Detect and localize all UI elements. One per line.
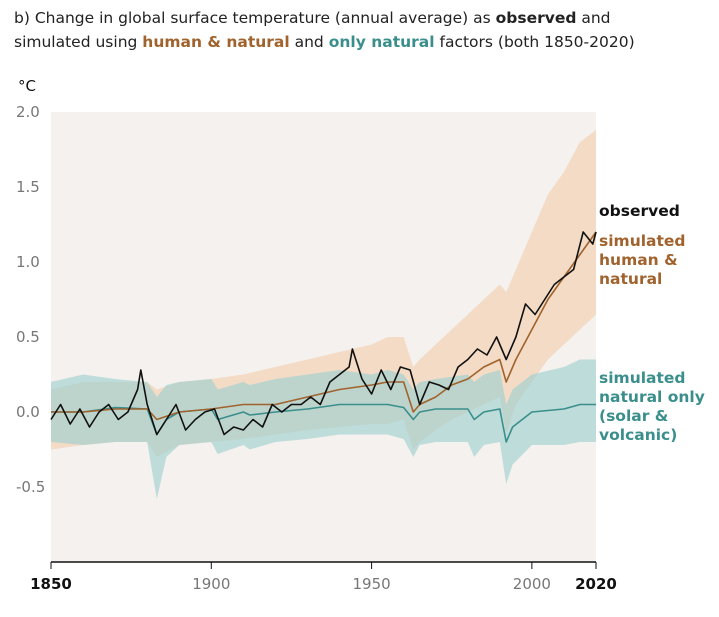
title-suffix: factors (both 1850-2020) bbox=[434, 33, 635, 51]
series-label-line: simulated bbox=[599, 369, 686, 387]
y-tick-label: 0.5 bbox=[16, 328, 40, 346]
label-human-natural: simulated human & natural bbox=[599, 232, 686, 288]
y-axis-label: °C bbox=[18, 77, 36, 95]
natural-only-band bbox=[51, 359, 596, 499]
x-tick-label: 2000 bbox=[513, 575, 551, 593]
title-observed: observed bbox=[495, 9, 577, 27]
x-tick-label: 2020 bbox=[575, 575, 617, 593]
series-label-line: simulated bbox=[599, 232, 686, 250]
y-tick-label: 0.0 bbox=[16, 403, 40, 421]
title-prefix: b) Change in global surface temperature … bbox=[14, 9, 496, 27]
x-tick-label: 1900 bbox=[192, 575, 230, 593]
y-tick-label: 1.0 bbox=[16, 253, 40, 271]
title-natural: only natural bbox=[328, 33, 435, 51]
y-tick-label: -0.5 bbox=[16, 478, 45, 496]
x-tick-label: 1850 bbox=[30, 575, 72, 593]
x-tick-label: 1950 bbox=[352, 575, 390, 593]
label-observed: observed bbox=[599, 202, 680, 220]
title-human: human & natural bbox=[142, 33, 290, 51]
y-tick-label: 1.5 bbox=[16, 178, 40, 196]
title-and1: and bbox=[576, 9, 611, 27]
series-label-line: human & bbox=[599, 251, 678, 269]
chart-title: b) Change in global surface temperature … bbox=[14, 6, 704, 54]
series-label-line: natural only bbox=[599, 388, 705, 406]
series-label-line: volcanic) bbox=[599, 426, 677, 444]
observed-line bbox=[50, 231, 597, 436]
y-tick-label: 2.0 bbox=[16, 103, 40, 121]
series-label-line: natural bbox=[599, 270, 662, 288]
title-line2-prefix: simulated using bbox=[14, 33, 143, 51]
human-natural-band bbox=[51, 130, 596, 457]
series-label-line: observed bbox=[599, 202, 680, 220]
label-natural-only: simulated natural only (solar & volcanic) bbox=[599, 369, 705, 444]
series-label-line: (solar & bbox=[599, 407, 668, 425]
title-and2: and bbox=[289, 33, 329, 51]
